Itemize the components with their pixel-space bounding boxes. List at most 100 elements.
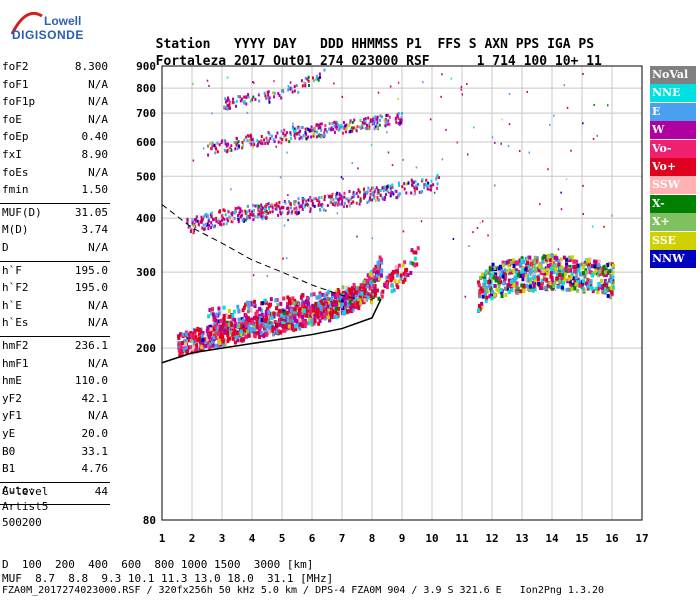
noise-point bbox=[377, 91, 380, 94]
echo-point bbox=[244, 323, 248, 328]
echo-point bbox=[389, 184, 392, 188]
echo-point bbox=[430, 184, 433, 188]
noise-point bbox=[192, 82, 194, 85]
echo-point bbox=[328, 318, 332, 323]
echo-point bbox=[274, 135, 277, 139]
echo-point bbox=[243, 138, 246, 142]
echo-point bbox=[380, 260, 384, 265]
echo-point bbox=[351, 307, 355, 312]
echo-point bbox=[516, 261, 520, 266]
echo-point bbox=[320, 195, 323, 199]
echo-point bbox=[374, 267, 378, 272]
echo-point bbox=[371, 193, 374, 197]
echo-point bbox=[344, 130, 347, 134]
noise-point bbox=[596, 134, 599, 137]
echo-point bbox=[557, 259, 561, 264]
echo-point bbox=[533, 287, 537, 292]
x-tick-label: 13 bbox=[515, 532, 528, 545]
echo-point bbox=[335, 310, 339, 315]
muf-distance-label: D bbox=[2, 558, 9, 571]
echo-point bbox=[295, 321, 299, 326]
muf-distance-value: 400 bbox=[74, 558, 108, 571]
echo-point bbox=[565, 262, 569, 267]
echo-point bbox=[320, 203, 323, 207]
echo-point bbox=[251, 210, 254, 214]
echo-point bbox=[335, 293, 339, 298]
echo-point bbox=[376, 117, 379, 121]
y-tick-label: 500 bbox=[136, 170, 156, 183]
echo-point bbox=[203, 337, 207, 342]
echo-point bbox=[280, 316, 284, 321]
echo-point bbox=[342, 131, 345, 135]
echo-point bbox=[552, 270, 556, 275]
noise-point bbox=[320, 296, 322, 299]
echo-point bbox=[180, 340, 184, 345]
parameter-row: h`Es N/A bbox=[2, 316, 108, 332]
echo-point bbox=[255, 320, 259, 325]
header-station-label: Station bbox=[155, 37, 211, 52]
x-tick-label: 4 bbox=[249, 532, 256, 545]
echo-point bbox=[287, 297, 291, 302]
echo-point bbox=[372, 186, 375, 190]
noise-point bbox=[518, 150, 521, 153]
echo-point bbox=[384, 193, 387, 197]
echo-point bbox=[404, 272, 408, 277]
noise-point bbox=[547, 168, 549, 171]
echo-point bbox=[274, 326, 278, 331]
echo-point bbox=[381, 186, 384, 190]
echo-point bbox=[485, 288, 489, 293]
echo-point bbox=[369, 120, 372, 124]
echo-point bbox=[351, 195, 354, 199]
echo-point bbox=[506, 287, 510, 292]
echo-point bbox=[305, 295, 309, 300]
echo-point bbox=[226, 143, 229, 147]
footer-file-info: FZA0M_2017274023000.RSF / 320fx256h 50 k… bbox=[2, 585, 605, 596]
echo-point bbox=[415, 186, 418, 190]
echo-point bbox=[557, 273, 561, 278]
echo-point bbox=[304, 76, 307, 80]
echo-point bbox=[368, 284, 372, 289]
echo-point bbox=[587, 266, 591, 271]
echo-point bbox=[248, 216, 251, 220]
echo-point bbox=[521, 268, 525, 273]
echo-point bbox=[237, 220, 240, 224]
echo-point bbox=[268, 207, 271, 211]
echo-point bbox=[279, 136, 282, 140]
echo-point bbox=[350, 286, 354, 291]
parameter-value: 31.05 bbox=[74, 205, 108, 219]
echo-point bbox=[259, 315, 263, 320]
noise-point bbox=[251, 80, 254, 83]
echo-point bbox=[368, 279, 372, 284]
echo-point bbox=[293, 133, 296, 137]
muf-value: 8.7 bbox=[21, 572, 55, 585]
echo-point bbox=[409, 260, 413, 265]
noise-point bbox=[415, 166, 418, 169]
echo-point bbox=[211, 307, 215, 312]
echo-point bbox=[323, 316, 327, 321]
echo-point bbox=[201, 331, 205, 336]
echo-point bbox=[611, 285, 615, 290]
echo-point bbox=[514, 288, 518, 293]
echo-point bbox=[335, 196, 338, 200]
echo-point bbox=[594, 268, 598, 273]
echo-point bbox=[230, 144, 233, 148]
echo-point bbox=[586, 278, 590, 283]
noise-point bbox=[508, 93, 511, 96]
echo-point bbox=[353, 193, 356, 197]
echo-point bbox=[221, 339, 225, 344]
echo-point bbox=[212, 335, 216, 340]
echo-point bbox=[274, 298, 278, 303]
echo-point bbox=[254, 314, 258, 319]
echo-point bbox=[490, 267, 494, 272]
echo-point bbox=[395, 196, 398, 200]
echo-point bbox=[192, 345, 196, 350]
echo-point bbox=[397, 117, 400, 121]
echo-point bbox=[405, 182, 408, 186]
echo-point bbox=[333, 203, 336, 207]
echo-point bbox=[544, 286, 548, 291]
echo-point bbox=[288, 322, 292, 327]
echo-point bbox=[363, 121, 366, 125]
echo-point bbox=[436, 186, 439, 190]
echo-point bbox=[307, 135, 310, 139]
echo-point bbox=[542, 271, 546, 276]
